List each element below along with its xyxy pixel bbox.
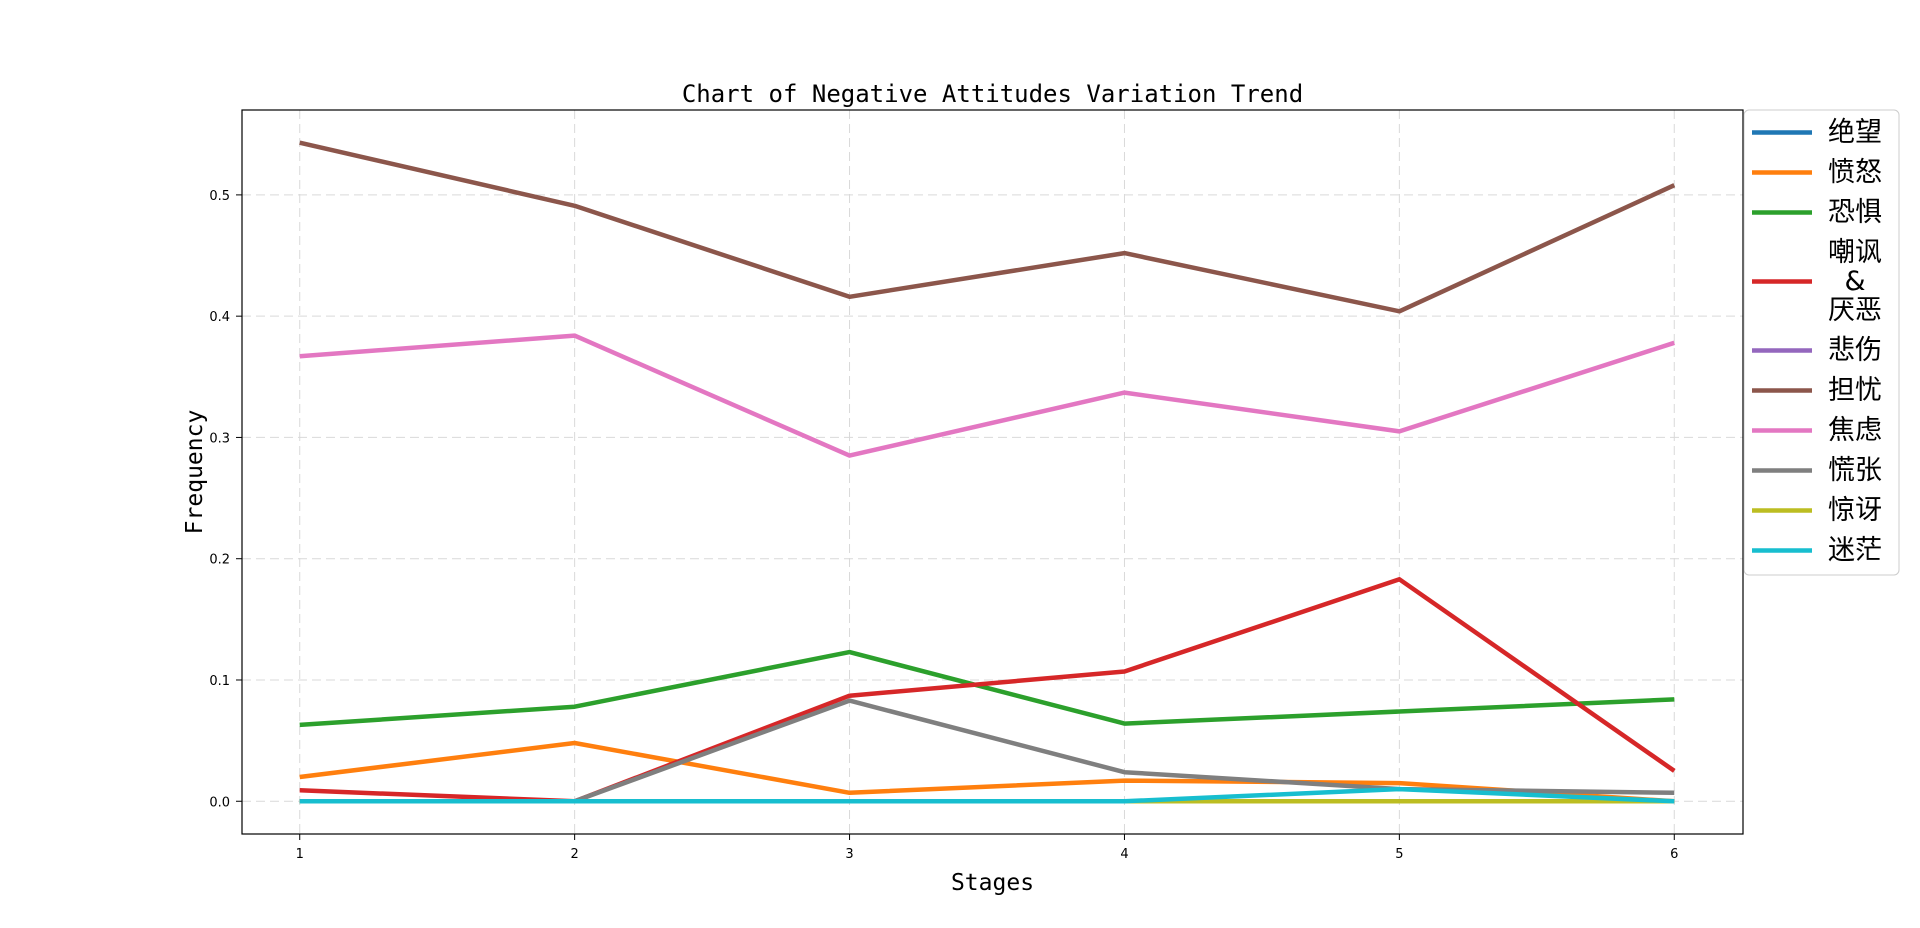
series-lines (299, 140, 1676, 804)
legend-label: 慌张 (1828, 455, 1882, 486)
legend-label: 焦虑 (1828, 415, 1882, 446)
y-axis-ticks: 0.0 0.1 0.2 0.3 0.4 0.5 (209, 189, 242, 810)
y-tick-label: 0.5 (209, 189, 230, 204)
legend-item: 愤怒 (1752, 157, 1882, 188)
legend-label: 担忧 (1828, 375, 1882, 406)
x-tick-label: 1 (296, 847, 304, 862)
legend-frame (1743, 109, 1900, 576)
legend-label: 嘲讽&厌恶 (1828, 237, 1882, 326)
legend-label: 绝望 (1828, 117, 1882, 148)
legend-label: 悲伤 (1828, 335, 1882, 366)
legend-item: 焦虑 (1752, 415, 1882, 446)
legend-item: 绝望 (1752, 117, 1882, 148)
legend-label: 迷茫 (1828, 535, 1882, 566)
chart-title: Chart of Negative Attitudes Variation Tr… (682, 80, 1303, 108)
y-axis-label: Frequency (182, 410, 208, 535)
legend-item: 恐惧 (1752, 197, 1882, 228)
legend-item: 迷茫 (1752, 535, 1882, 566)
legend-item: 嘲讽&厌恶 (1752, 237, 1882, 326)
series-line-6 (299, 140, 1676, 314)
legend-label: 恐惧 (1828, 197, 1882, 228)
y-tick-label: 0.3 (209, 431, 230, 446)
y-tick-label: 0.1 (209, 674, 230, 689)
legend-label: 愤怒 (1828, 157, 1882, 188)
y-tick-label: 0.2 (209, 553, 230, 568)
x-tick-label: 4 (1120, 847, 1128, 862)
series-line-3 (299, 649, 1675, 728)
legend-item: 悲伤 (1752, 335, 1882, 366)
x-axis-ticks: 1 2 3 4 5 6 (296, 834, 1678, 862)
plot-frame (241, 109, 1744, 835)
series-line-2 (299, 740, 1675, 804)
y-tick-label: 0.0 (209, 795, 230, 810)
legend-item: 担忧 (1752, 375, 1882, 406)
x-axis-label: Stages (951, 870, 1034, 896)
grid-lines (242, 110, 1743, 834)
series-line-4 (299, 577, 1676, 804)
series-line-10 (299, 786, 1675, 804)
y-tick-label: 0.4 (209, 310, 230, 325)
legend-item: 惊讶 (1752, 495, 1882, 526)
legend-label: 惊讶 (1828, 495, 1882, 526)
x-tick-label: 6 (1670, 847, 1678, 862)
x-tick-label: 5 (1395, 847, 1403, 862)
series-line-7 (299, 333, 1675, 458)
x-tick-label: 3 (845, 847, 853, 862)
legend-item: 慌张 (1752, 455, 1882, 486)
x-tick-label: 2 (570, 847, 578, 862)
